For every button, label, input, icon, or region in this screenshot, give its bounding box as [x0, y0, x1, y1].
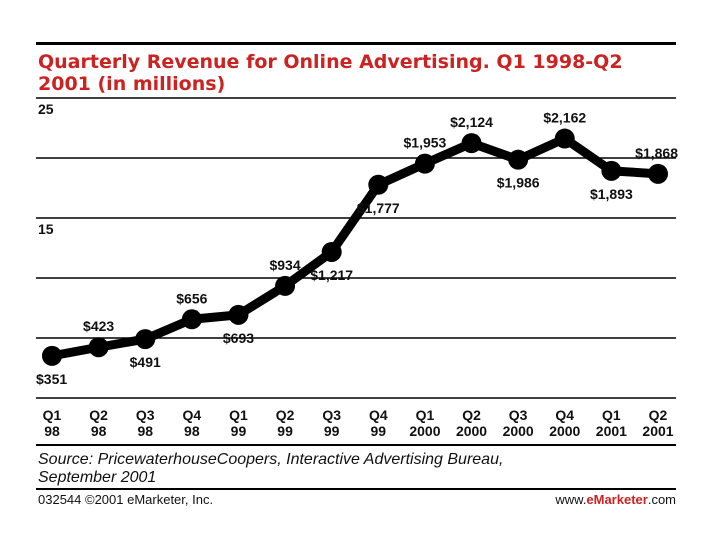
footer-rule [36, 488, 676, 490]
x-tick-label-year: 98 [184, 423, 200, 439]
data-label: $351 [36, 371, 67, 387]
data-label: $693 [223, 330, 254, 346]
data-point [228, 304, 249, 325]
series-line [47, 134, 663, 361]
footer-copyright: 032544 ©2001 eMarketer, Inc. [38, 492, 213, 507]
data-label: $423 [83, 318, 114, 334]
grid [36, 97, 676, 399]
x-tick-label-year: 99 [277, 423, 293, 439]
x-tick-label-year: 2001 [642, 423, 673, 439]
data-point [88, 337, 109, 358]
x-tick-label-year: 2000 [549, 423, 580, 439]
data-point [181, 309, 202, 330]
data-point [42, 345, 62, 366]
x-tick-label-quarter: Q2 [89, 407, 108, 423]
x-tick-label-year: 2000 [503, 423, 534, 439]
data-label: $1,868 [635, 145, 678, 161]
x-tick-label-quarter: Q3 [136, 407, 155, 423]
x-tick-label-year: 98 [44, 423, 60, 439]
x-tick-label-year: 98 [137, 423, 153, 439]
footer-url-prefix: www. [554, 492, 586, 507]
data-label: $491 [130, 354, 161, 370]
data-point [414, 153, 435, 174]
data-point [275, 275, 296, 296]
footer-url: www.eMarketer.com [554, 492, 676, 507]
x-tick-label-quarter: Q1 [602, 407, 621, 423]
source-line1: Source: PricewaterhouseCoopers, Interact… [38, 451, 503, 468]
data-point [321, 241, 342, 262]
x-tick-label-quarter: Q1 [229, 407, 248, 423]
footer-url-brand: eMarketer [586, 492, 647, 507]
data-label: $1,777 [357, 200, 400, 216]
data-label: $2,162 [543, 110, 586, 126]
data-point [461, 133, 482, 154]
data-point [135, 329, 156, 350]
footer-url-suffix: .com [648, 492, 676, 507]
data-label: $1,953 [404, 135, 447, 151]
data-label: $934 [269, 257, 300, 273]
data-label: $656 [176, 290, 207, 306]
x-tick-label-year: 99 [231, 423, 247, 439]
y-tick-label-25: 25 [38, 101, 54, 117]
top-rule [36, 42, 676, 45]
chart-title-line1: Quarterly Revenue for Online Advertising… [38, 51, 623, 73]
source-line2: September 2001 [38, 469, 156, 486]
x-axis-ticks: Q198Q298Q398Q498Q199Q299Q399Q499Q12000Q2… [43, 407, 674, 439]
x-tick-label-year: 99 [371, 423, 387, 439]
series-revenue [42, 128, 668, 366]
chart-title-line2: 2001 (in millions) [38, 73, 225, 95]
data-point [601, 160, 622, 181]
x-tick-label-year: 2000 [456, 423, 487, 439]
x-tick-label-year: 98 [91, 423, 107, 439]
data-label: $2,124 [450, 114, 493, 130]
x-tick-label-quarter: Q2 [462, 407, 481, 423]
data-point [648, 163, 668, 184]
x-tick-label-quarter: Q1 [43, 407, 62, 423]
x-tick-label-quarter: Q2 [649, 407, 668, 423]
x-tick-label-year: 2001 [596, 423, 627, 439]
y-tick-label-15: 15 [38, 221, 54, 237]
x-tick-label-quarter: Q1 [416, 407, 435, 423]
x-tick-label-quarter: Q4 [555, 407, 574, 423]
data-label: $1,893 [590, 186, 633, 202]
x-tick-label-quarter: Q4 [369, 407, 388, 423]
x-tick-label-year: 2000 [409, 423, 440, 439]
source-rule [36, 444, 676, 446]
data-point [554, 128, 575, 149]
x-tick-label-quarter: Q4 [183, 407, 202, 423]
x-tick-label-year: 99 [324, 423, 340, 439]
data-labels: $351 $423 $491 $656 $693 $934 $1,217 $1,777 $1,9… [36, 110, 678, 387]
data-point [508, 149, 529, 170]
data-point [368, 174, 389, 195]
x-tick-label-quarter: Q3 [322, 407, 341, 423]
data-label: $1,217 [310, 267, 353, 283]
x-tick-label-quarter: Q3 [509, 407, 528, 423]
x-tick-label-quarter: Q2 [276, 407, 295, 423]
data-label: $1,986 [497, 175, 540, 191]
